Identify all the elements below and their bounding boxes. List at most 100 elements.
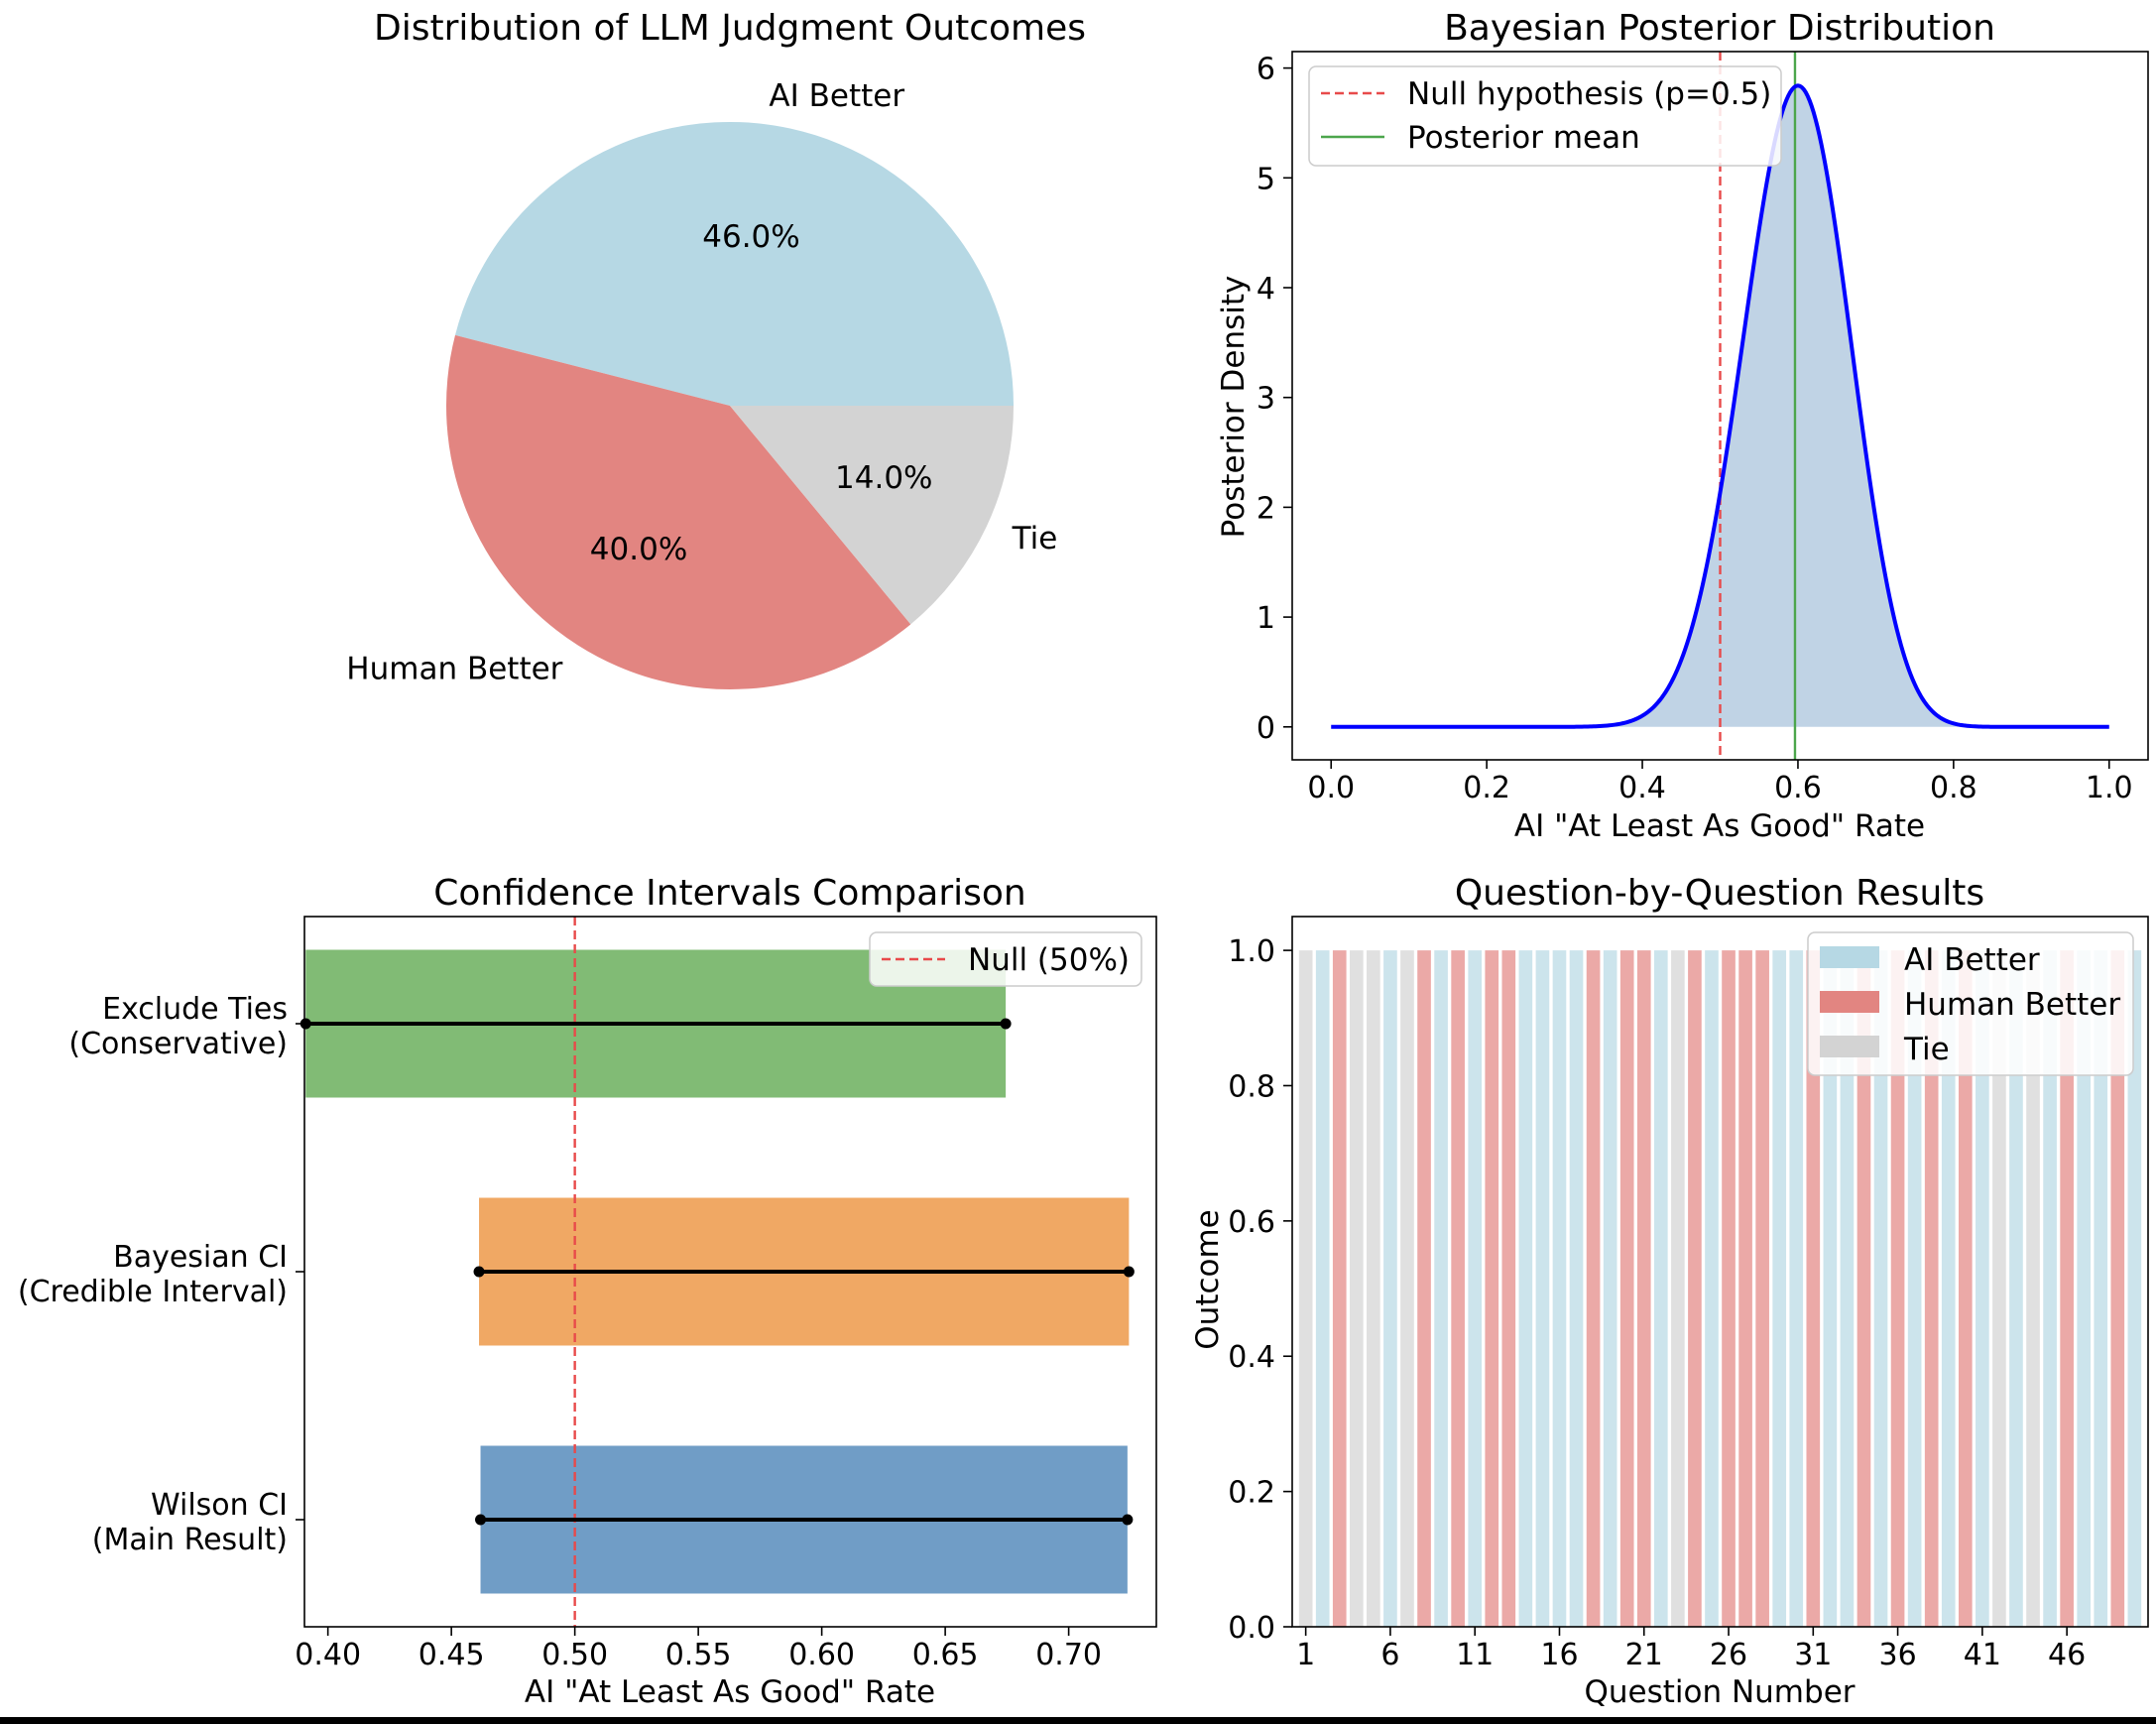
question-bar: [2026, 950, 2040, 1627]
pie-category-label: AI Better: [769, 78, 904, 114]
question-bar: [1518, 950, 1533, 1627]
question-bar: [1569, 950, 1584, 1627]
question-bar: [2077, 950, 2092, 1627]
questions-title: Question-by-Question Results: [1455, 873, 1984, 914]
y-tick-label: 0.6: [1228, 1205, 1275, 1240]
question-bar: [1772, 950, 1787, 1627]
y-tick-label: 0: [1257, 711, 1275, 746]
ci-category-sublabel: (Conservative): [68, 1027, 288, 1061]
question-bar: [1501, 950, 1516, 1627]
y-tick-label: 6: [1257, 53, 1275, 87]
x-tick-label: 6: [1380, 1638, 1399, 1672]
x-tick-label: 0.55: [665, 1638, 732, 1672]
ci-whisker-end: [1122, 1514, 1134, 1526]
x-tick-label: 0.65: [912, 1638, 979, 1672]
posterior-legend-box: [1308, 65, 1782, 167]
y-tick-label: 5: [1257, 162, 1275, 196]
x-tick-label: 0.0: [1307, 771, 1355, 805]
question-bar: [2060, 950, 2074, 1627]
bottom-border: [0, 1717, 2156, 1724]
posterior-y-label: Posterior Density: [1216, 276, 1252, 539]
question-bar: [1400, 950, 1414, 1627]
question-bar: [1367, 950, 1380, 1627]
question-bar: [1857, 950, 1871, 1627]
y-tick-label: 1.0: [1228, 934, 1275, 969]
x-tick-label: 0.8: [1930, 771, 1977, 805]
question-bar: [1653, 950, 1668, 1627]
ci-panel: Confidence Intervals Comparison 0.40 0.45…: [18, 873, 1157, 1710]
x-tick-label: 31: [1794, 1638, 1832, 1672]
question-bar: [1907, 950, 1922, 1627]
question-bar: [2043, 950, 2057, 1627]
ci-whisker-end: [473, 1266, 485, 1278]
pie-category-label: Human Better: [346, 652, 562, 687]
question-bar: [1619, 950, 1634, 1627]
x-tick-label: 0.40: [295, 1638, 361, 1672]
legend-ai-better-label: AI Better: [1904, 942, 2040, 978]
posterior-legend: Null hypothesis (p=0.5) Posterior mean: [1308, 65, 1782, 167]
y-tick-label: 1: [1257, 601, 1275, 636]
question-bar: [1840, 950, 1855, 1627]
questions-y-ticks: 0.0 0.2 0.4 0.6 0.8 1.0: [1228, 934, 1292, 1646]
posterior-panel: Bayesian Posterior Distribution 0.0 0.2 0.…: [1216, 8, 2149, 844]
questions-x-ticks: 1 6 11 16 21 26 31 36 41 46: [1296, 1627, 2086, 1672]
ci-x-ticks: 0.40 0.45 0.50 0.55 0.60 0.65 0.70: [295, 1627, 1102, 1672]
pie-slice: [730, 406, 1014, 625]
question-bar: [1349, 950, 1364, 1627]
x-tick-label: 0.4: [1618, 771, 1666, 805]
ci-whiskers: [299, 1018, 1135, 1526]
pie-title: Distribution of LLM Judgment Outcomes: [374, 8, 1086, 49]
question-bar: [1738, 950, 1752, 1627]
questions-panel: Question-by-Question Results 1 6 11 16 21 26 3…: [1190, 873, 2149, 1710]
questions-x-label: Question Number: [1584, 1674, 1855, 1710]
x-tick-label: 21: [1625, 1638, 1663, 1672]
pie-percent-label: 46.0%: [702, 219, 799, 255]
x-tick-label: 46: [2048, 1638, 2086, 1672]
posterior-x-ticks: 0.0 0.2 0.4 0.6 0.8 1.0: [1307, 760, 2133, 805]
x-tick-label: 1.0: [2086, 771, 2133, 805]
legend-tie-swatch: [1820, 1036, 1879, 1057]
legend-human-better-swatch: [1820, 991, 1879, 1013]
question-bar: [1636, 950, 1651, 1627]
ci-legend-box: [869, 931, 1142, 987]
x-tick-label: 16: [1540, 1638, 1578, 1672]
question-bar: [1688, 950, 1702, 1627]
question-bar: [1806, 950, 1821, 1627]
question-bars: [1298, 950, 2142, 1627]
question-bar: [1603, 950, 1617, 1627]
x-tick-label: 0.6: [1774, 771, 1822, 805]
question-bar: [1332, 950, 1347, 1627]
questions-y-label: Outcome: [1190, 1209, 1226, 1349]
posterior-y-ticks: 0 1 2 3 4 5 6: [1257, 53, 1292, 746]
y-tick-label: 4: [1257, 272, 1275, 307]
ci-category-label: Exclude Ties: [102, 992, 288, 1027]
question-bar: [1924, 950, 1939, 1627]
pie-slices: [446, 122, 1014, 689]
y-tick-label: 3: [1257, 382, 1275, 417]
ci-x-label: AI "At Least As Good" Rate: [525, 1674, 935, 1710]
pie-panel: Distribution of LLM Judgment Outcomes 46…: [346, 8, 1086, 689]
pie-slice: [454, 122, 1014, 406]
pie-category-label: Tie: [1012, 521, 1058, 556]
y-tick-label: 0.0: [1228, 1611, 1275, 1646]
pie-labels: 46.0% AI Better 40.0% Human Better 14.0% Tie: [346, 78, 1057, 687]
ci-category-label: Bayesian CI: [113, 1240, 288, 1275]
ci-legend-null-label: Null (50%): [968, 942, 1130, 978]
ci-legend: Null (50%): [869, 931, 1142, 987]
y-tick-label: 0.2: [1228, 1476, 1275, 1511]
ci-category-sublabel: (Credible Interval): [18, 1275, 288, 1309]
x-tick-label: 11: [1456, 1638, 1494, 1672]
x-tick-label: 26: [1710, 1638, 1747, 1672]
question-bar: [1705, 950, 1719, 1627]
pie-percent-label: 40.0%: [590, 532, 687, 567]
question-bar: [1958, 950, 1973, 1627]
ci-whisker-end: [1123, 1266, 1135, 1278]
question-bar: [2127, 950, 2142, 1627]
posterior-curve: [1331, 83, 2109, 729]
legend-ai-better-swatch: [1820, 946, 1879, 968]
question-bar: [1451, 950, 1465, 1627]
question-bar: [1298, 950, 1313, 1627]
y-tick-label: 0.8: [1228, 1069, 1275, 1104]
question-bar: [1315, 950, 1330, 1627]
question-bar: [1722, 950, 1736, 1627]
